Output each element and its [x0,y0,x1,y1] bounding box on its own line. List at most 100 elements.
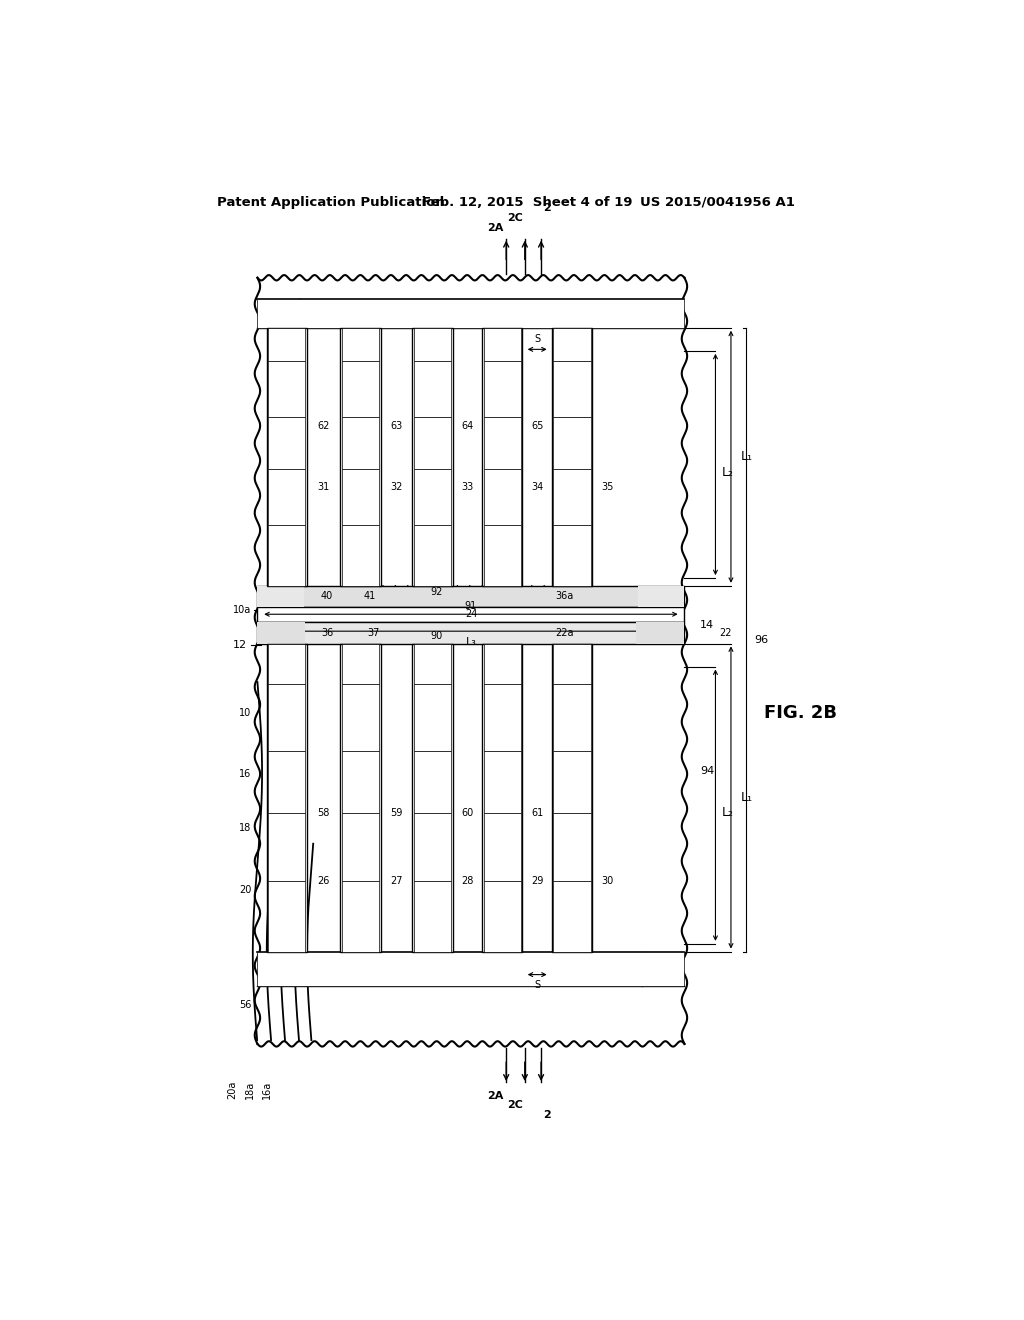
Text: 51: 51 [485,550,495,561]
Text: US 2015/0041956 A1: US 2015/0041956 A1 [640,195,795,209]
Text: 48: 48 [283,711,292,723]
Text: 45: 45 [283,659,292,669]
Bar [268,417,305,469]
Bar [638,586,684,607]
Text: 18a: 18a [245,1081,255,1100]
Text: 53: 53 [356,438,365,449]
Text: 36a: 36a [555,591,573,601]
Bar [414,751,452,813]
Bar [413,327,453,586]
Text: 62: 62 [317,421,330,430]
Text: 51: 51 [270,550,279,561]
Bar [483,360,521,417]
Text: 20: 20 [239,884,251,895]
Bar [257,622,684,644]
Text: 90: 90 [430,631,442,640]
Text: 44: 44 [555,911,564,921]
Bar [340,327,381,586]
Bar [342,751,379,813]
Text: Patent Application Publication: Patent Application Publication [217,195,444,209]
Bar [636,622,684,644]
Text: 44: 44 [344,911,352,921]
Text: L₁: L₁ [740,450,753,463]
Text: FIG. 2B: FIG. 2B [764,704,837,722]
Text: 24: 24 [465,610,477,619]
Bar [552,644,592,952]
Text: 41: 41 [364,591,376,601]
Bar [414,469,452,525]
Bar [342,644,379,684]
Bar [483,644,521,684]
Text: 50: 50 [428,339,437,350]
Text: 51: 51 [344,550,352,561]
Text: 60: 60 [462,808,473,818]
Bar [483,751,521,813]
Bar [554,751,591,813]
Bar [483,880,521,952]
Text: 50: 50 [498,339,507,350]
Text: 44: 44 [485,911,495,921]
Bar [554,327,591,360]
Bar [483,525,521,586]
Text: 40: 40 [322,591,333,601]
Text: 2A: 2A [486,223,503,232]
Text: 10: 10 [239,708,251,718]
Text: 45: 45 [428,659,437,669]
Text: 53: 53 [498,438,507,449]
Text: 51: 51 [416,550,425,561]
Bar [342,684,379,751]
Bar [483,684,521,751]
Text: 52: 52 [356,491,365,502]
Bar [268,813,305,880]
Text: 38: 38 [268,628,281,638]
Text: 35: 35 [601,482,614,492]
Bar [554,417,591,469]
Text: 52: 52 [283,491,292,502]
Text: L₁: L₁ [740,791,753,804]
Text: 22a: 22a [555,628,573,638]
Bar [257,586,684,607]
Text: 59: 59 [390,808,402,818]
Text: 42: 42 [268,591,281,601]
Text: 49: 49 [567,777,577,787]
Text: 53: 53 [283,438,292,449]
Text: 2: 2 [543,1110,550,1119]
Bar [483,327,521,360]
Bar [340,644,381,952]
Bar [257,586,304,607]
Text: 49: 49 [283,777,292,787]
Text: 52: 52 [498,491,507,502]
Text: 53: 53 [428,438,437,449]
Bar [413,644,453,952]
Text: 54: 54 [283,384,292,395]
Text: 2A: 2A [486,1092,503,1101]
Text: 10a: 10a [233,606,251,615]
Bar [268,360,305,417]
Text: 91: 91 [465,601,477,611]
Bar [342,525,379,586]
Text: 65: 65 [531,421,544,430]
Bar [268,684,305,751]
Bar [554,684,591,751]
Text: 47: 47 [356,841,365,853]
Text: 63: 63 [390,421,402,430]
Text: 50: 50 [567,339,577,350]
Text: 54: 54 [567,384,577,395]
Text: 44: 44 [416,911,425,921]
Bar [554,813,591,880]
Text: 52: 52 [428,491,437,502]
Text: 48: 48 [428,711,437,723]
Text: 51: 51 [555,550,564,561]
Text: 44: 44 [270,911,279,921]
Bar [414,684,452,751]
Text: 58: 58 [317,808,330,818]
Text: 28: 28 [461,875,474,886]
Text: 48: 48 [356,711,365,723]
Text: 12: 12 [232,640,247,649]
Text: Feb. 12, 2015  Sheet 4 of 19: Feb. 12, 2015 Sheet 4 of 19 [423,195,633,209]
Text: L₂: L₂ [722,807,733,820]
Bar [257,300,684,327]
Text: 64: 64 [462,421,473,430]
Text: 31: 31 [317,482,330,492]
Text: 94: 94 [700,766,714,776]
